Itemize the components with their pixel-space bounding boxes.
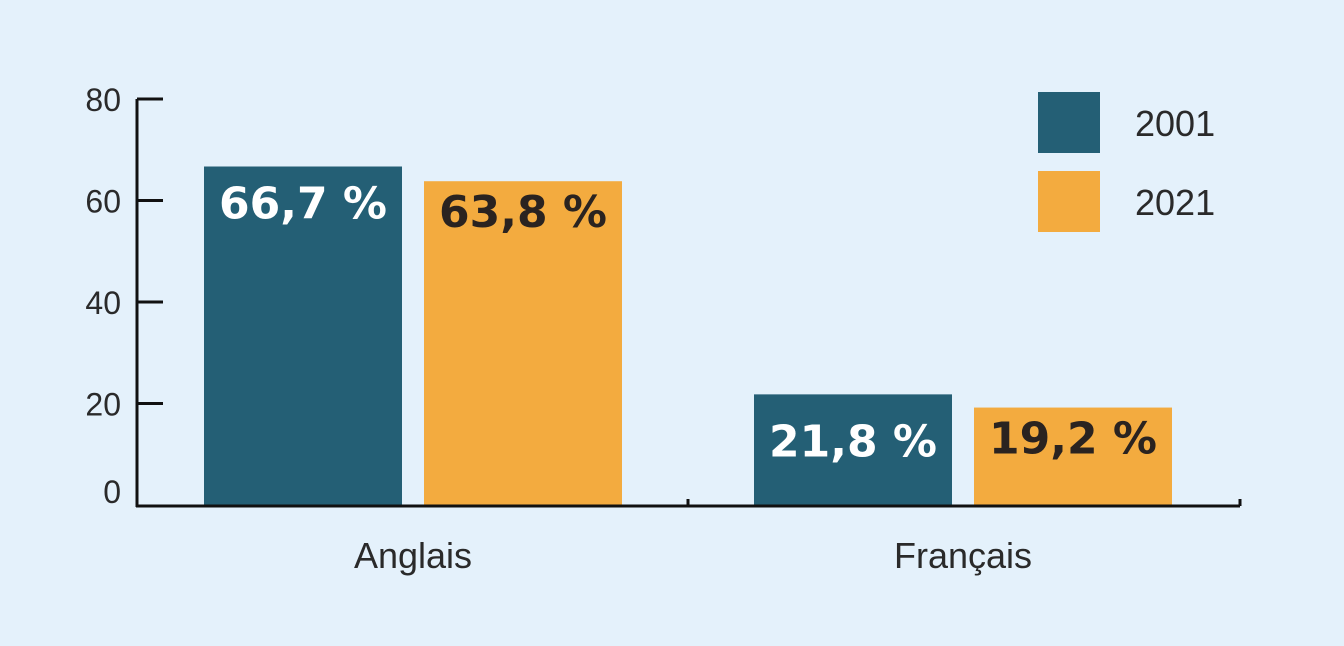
axes-layer: 0 20 40 60 80 Anglais Français — [85, 82, 1242, 576]
data-label: 19,2 % — [989, 414, 1157, 465]
legend: 2001 2021 — [1038, 92, 1215, 232]
y-tick-label: 20 — [85, 387, 121, 423]
data-label: 66,7 % — [219, 178, 387, 229]
bars-layer — [204, 166, 1172, 505]
legend-swatch — [1038, 171, 1100, 232]
y-tick-label: 40 — [85, 285, 121, 321]
y-tick-label: 80 — [85, 82, 121, 118]
y-tick-label: 0 — [103, 474, 121, 510]
labels-layer: 66,7 % 21,8 % 63,8 % 19,2 % — [219, 178, 1157, 467]
bar-franais-2001 — [754, 394, 952, 505]
data-label: 63,8 % — [439, 187, 607, 238]
data-label: 21,8 % — [769, 416, 937, 467]
y-tick-label: 60 — [85, 184, 121, 220]
legend-label: 2021 — [1135, 182, 1215, 223]
bar-franais-2021 — [974, 407, 1172, 505]
legend-label: 2001 — [1135, 103, 1215, 144]
x-category-label: Français — [894, 535, 1032, 576]
legend-swatch — [1038, 92, 1100, 153]
bar-anglais-2021 — [424, 181, 622, 505]
x-category-label: Anglais — [354, 535, 472, 576]
bar-anglais-2001 — [204, 166, 402, 505]
